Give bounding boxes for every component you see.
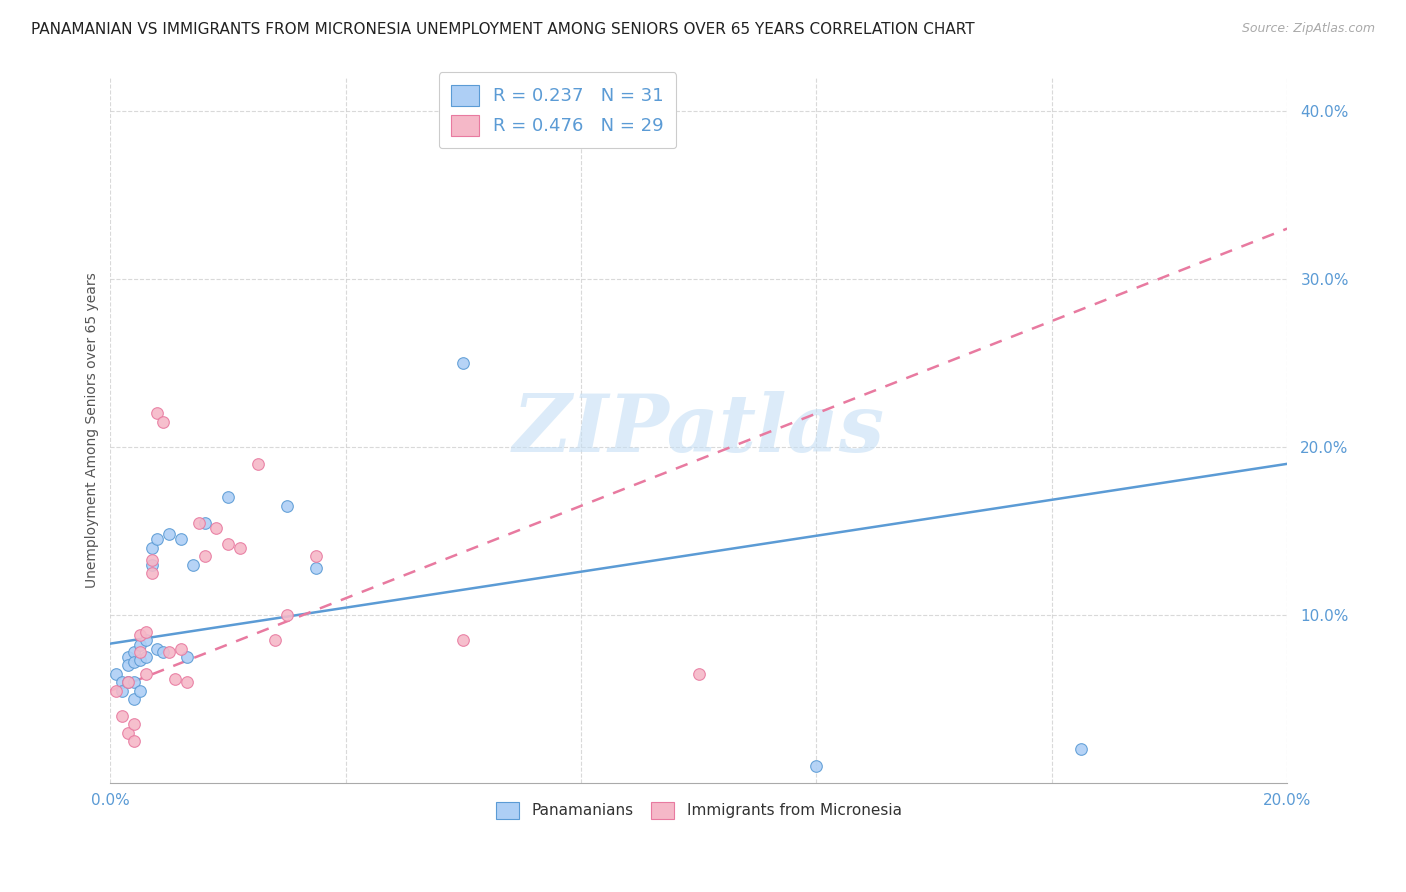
Point (122, 734, 145, 748)
Point (117, 675, 139, 690)
Point (141, 541, 163, 555)
Point (135, 633, 157, 648)
Point (453, 356, 475, 370)
Point (146, 641, 169, 656)
Point (453, 633, 475, 648)
Point (117, 675, 139, 690)
Point (229, 541, 252, 555)
Point (181, 558, 204, 572)
Point (157, 645, 180, 659)
Point (128, 683, 150, 698)
Point (128, 653, 150, 667)
Point (152, 645, 174, 659)
Point (305, 549, 328, 564)
Point (205, 521, 228, 535)
Point (105, 683, 128, 698)
Point (117, 658, 139, 673)
Point (806, 759, 828, 773)
Point (176, 650, 198, 665)
Point (122, 717, 145, 731)
Point (111, 709, 134, 723)
Point (146, 533, 169, 547)
Point (128, 645, 150, 659)
Point (135, 650, 157, 665)
Point (305, 561, 328, 575)
Text: Source: ZipAtlas.com: Source: ZipAtlas.com (1241, 22, 1375, 36)
Point (128, 628, 150, 642)
Point (688, 666, 710, 681)
Point (193, 516, 215, 530)
Point (122, 645, 145, 659)
Point (170, 641, 193, 656)
Point (264, 633, 287, 648)
Point (117, 725, 139, 739)
Point (146, 406, 169, 420)
Point (176, 675, 198, 690)
Point (122, 692, 145, 706)
Point (122, 675, 145, 690)
Point (165, 672, 187, 686)
Point (135, 666, 157, 681)
Y-axis label: Unemployment Among Seniors over 65 years: Unemployment Among Seniors over 65 years (86, 272, 100, 588)
Point (152, 415, 174, 429)
Text: ZIPatlas: ZIPatlas (513, 392, 884, 469)
Point (170, 533, 193, 547)
Point (217, 537, 239, 551)
Point (276, 608, 298, 623)
Point (105, 666, 128, 681)
Point (193, 549, 215, 564)
Point (217, 491, 239, 505)
Point (117, 650, 139, 665)
Legend: Panamanians, Immigrants from Micronesia: Panamanians, Immigrants from Micronesia (489, 796, 908, 825)
Point (187, 516, 209, 530)
Point (1070, 742, 1092, 756)
Point (128, 638, 150, 652)
Point (276, 499, 298, 513)
Point (246, 457, 269, 471)
Point (111, 683, 134, 698)
Point (135, 624, 157, 639)
Point (111, 675, 134, 690)
Point (141, 558, 163, 572)
Point (141, 566, 163, 580)
Text: PANAMANIAN VS IMMIGRANTS FROM MICRONESIA UNEMPLOYMENT AMONG SENIORS OVER 65 YEAR: PANAMANIAN VS IMMIGRANTS FROM MICRONESIA… (31, 22, 974, 37)
Point (157, 527, 180, 541)
Point (141, 552, 163, 566)
Point (122, 655, 145, 669)
